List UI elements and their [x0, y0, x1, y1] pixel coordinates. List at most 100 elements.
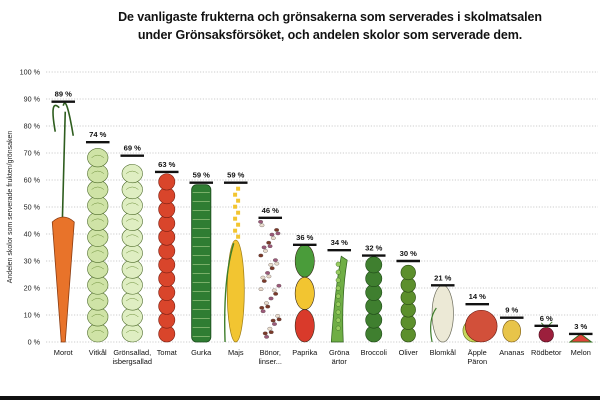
- bean: [273, 292, 278, 296]
- category-label: ärtor: [332, 357, 348, 366]
- bean: [268, 296, 274, 301]
- corn-kernel: [236, 234, 241, 239]
- category-label: isbergsallad: [113, 357, 152, 366]
- bean: [267, 326, 273, 331]
- bean: [272, 322, 277, 326]
- bean: [263, 249, 268, 253]
- corn-kernel: [236, 186, 241, 191]
- category-label: linser...: [259, 357, 282, 366]
- category-label: Gurka: [191, 348, 212, 357]
- y-tick-label: 90 %: [24, 95, 41, 104]
- cabbage-head-vein: [91, 250, 105, 254]
- cabbage-head-vein: [91, 154, 105, 158]
- category-label: Grönsallad,: [113, 348, 151, 357]
- bar-14: [499, 316, 524, 343]
- y-tick-label: 100 %: [20, 68, 41, 77]
- value-label: 36 %: [296, 233, 314, 242]
- bean: [260, 275, 266, 280]
- category-label: Ananas: [499, 348, 524, 357]
- lettuce-head-vein: [125, 266, 139, 270]
- cabbage-head-vein: [91, 282, 105, 286]
- value-label: 3 %: [574, 322, 587, 331]
- corn-kernel: [236, 198, 241, 203]
- lettuce-head-vein: [125, 202, 139, 206]
- category-label: Paprika: [292, 348, 318, 357]
- category-label: Rödbetor: [531, 348, 562, 357]
- lettuce-head-vein: [125, 170, 139, 174]
- y-tick-label: 30 %: [24, 257, 41, 266]
- y-axis-tick-labels: 0 % 10 % 20 % 30 % 40 % 50 % 60 % 70 % 80 % 90 % 1…: [20, 68, 41, 347]
- y-tick-label: 60 %: [24, 176, 41, 185]
- bar-5: [189, 181, 214, 343]
- bean: [267, 244, 273, 248]
- bean: [266, 240, 272, 245]
- bar-7: [258, 216, 283, 339]
- value-label: 89 %: [55, 90, 73, 99]
- lettuce-head-vein: [125, 298, 139, 302]
- tomato: [158, 173, 176, 191]
- lettuce-head-vein: [125, 218, 139, 222]
- y-tick-label: 0 %: [28, 338, 41, 347]
- corn-kernel: [233, 216, 238, 221]
- bean: [273, 258, 278, 262]
- category-label: Vitkål: [89, 348, 107, 357]
- value-label: 21 %: [434, 273, 452, 282]
- value-label: 74 %: [89, 130, 107, 139]
- melon-slice: [568, 333, 593, 343]
- bean: [265, 271, 270, 275]
- chart-title-line-2: under Grönsaksförsöket, och andelen skol…: [137, 28, 523, 42]
- cauliflower-leaf: [430, 307, 437, 343]
- chart-title-line-1: De vanligaste frukterna och grönsakerna …: [118, 10, 542, 24]
- bean: [268, 330, 274, 334]
- bean: [268, 263, 274, 267]
- value-label: 32 %: [365, 244, 383, 253]
- bean: [265, 304, 271, 309]
- lettuce-head-vein: [125, 329, 139, 333]
- category-label: Oliver: [399, 348, 419, 357]
- cabbage-head-vein: [91, 266, 105, 270]
- cabbage-head: [87, 148, 109, 168]
- bar-3: [120, 154, 145, 343]
- pea: [335, 325, 341, 331]
- bar-15: [534, 321, 559, 343]
- cabbage-head-vein: [91, 186, 105, 190]
- pea: [335, 269, 341, 275]
- bean: [262, 331, 268, 336]
- lettuce-head: [121, 164, 143, 184]
- bar-9: [327, 248, 352, 343]
- bar-16: [568, 332, 593, 343]
- cucumber-body: [191, 184, 212, 343]
- corn-kernel: [233, 192, 238, 197]
- value-label: 14 %: [469, 292, 487, 301]
- corn-kernel: [236, 210, 241, 215]
- olive: [400, 264, 416, 281]
- bars: [51, 100, 593, 343]
- category-label: Äpple: [468, 348, 487, 357]
- category-label: Päron: [467, 357, 487, 366]
- value-label: 34 %: [331, 238, 349, 247]
- category-label: Broccoli: [361, 348, 388, 357]
- lettuce-head-vein: [125, 250, 139, 254]
- y-tick-label: 20 %: [24, 284, 41, 293]
- bar-13: [462, 303, 498, 343]
- bean: [274, 228, 279, 232]
- bottom-border: [0, 396, 600, 400]
- value-label: 9 %: [505, 306, 518, 315]
- y-axis-label: Andelen skolor som serverade frukten/grö…: [7, 131, 14, 284]
- cabbage-head-vein: [91, 314, 105, 318]
- bar-6: [223, 181, 248, 343]
- pea: [335, 309, 341, 315]
- pea-pod: [330, 255, 348, 343]
- category-label: Blomkål: [430, 348, 457, 357]
- bean: [259, 223, 265, 228]
- cabbage-head-vein: [91, 170, 105, 174]
- value-label: 6 %: [540, 314, 553, 323]
- y-tick-label: 10 %: [24, 311, 41, 320]
- bean: [258, 220, 263, 224]
- category-label: Tomat: [157, 348, 177, 357]
- pea: [335, 285, 341, 291]
- bean: [258, 287, 264, 291]
- value-label: 59 %: [193, 171, 211, 180]
- corn-kernel: [236, 222, 241, 227]
- pineapple: [502, 319, 522, 343]
